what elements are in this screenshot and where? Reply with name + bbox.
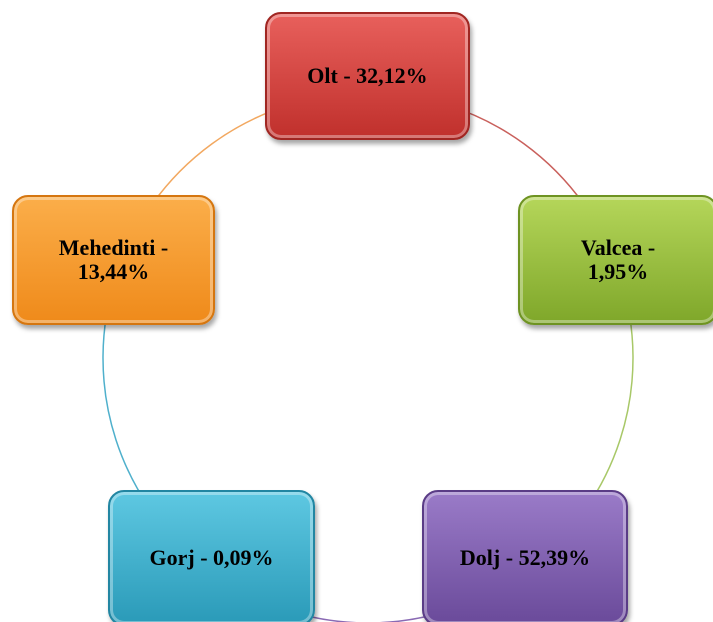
node: Valcea - 1,95% <box>518 195 713 325</box>
node: Gorj - 0,09% <box>108 490 315 622</box>
node: Dolj - 52,39% <box>422 490 628 622</box>
node: Mehedinti - 13,44% <box>12 195 215 325</box>
node: Olt - 32,12% <box>265 12 470 140</box>
